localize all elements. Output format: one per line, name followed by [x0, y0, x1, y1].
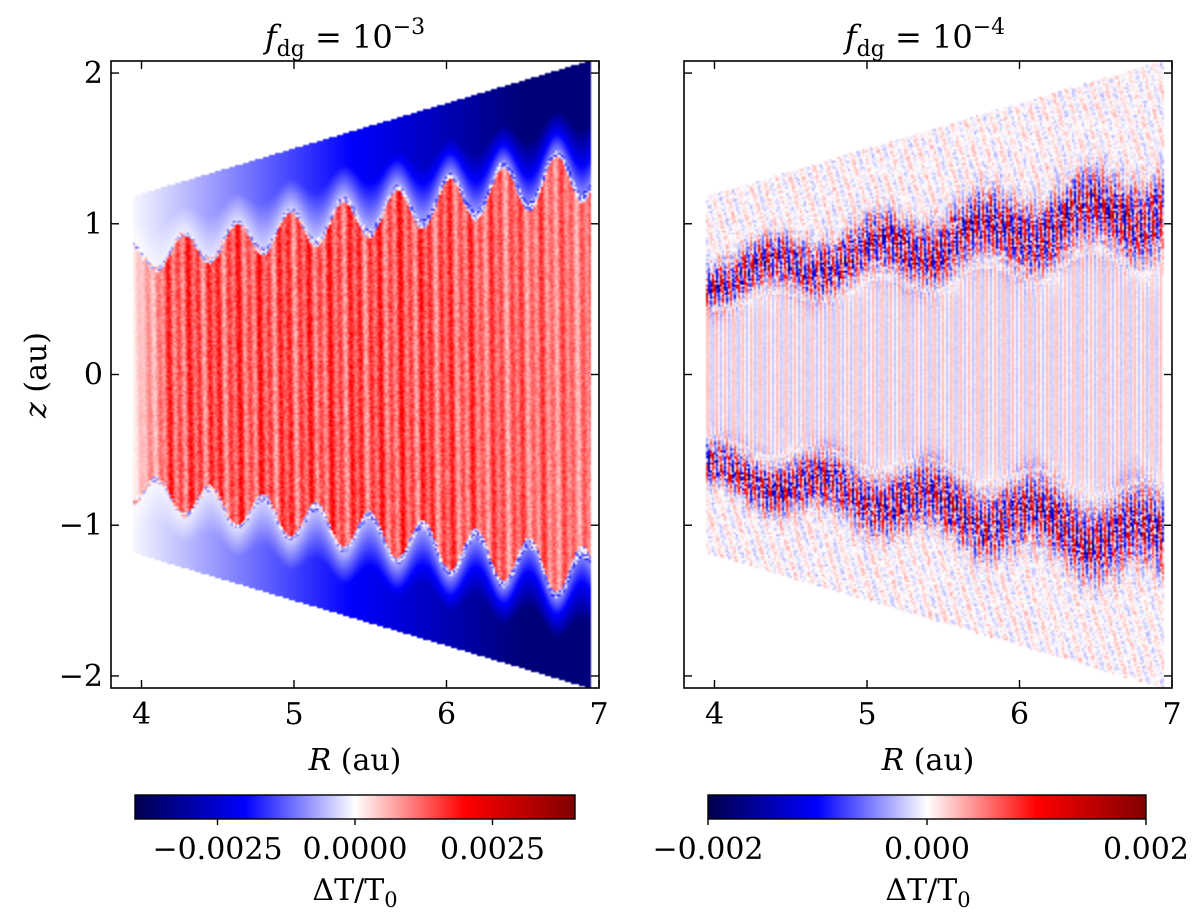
heatmap-image-right — [684, 61, 1172, 688]
y-tick-label: −1 — [59, 508, 103, 543]
y-tick-label: 2 — [84, 56, 103, 91]
x-tick-label: 6 — [1010, 697, 1029, 732]
colorbar-right-gradient — [707, 794, 1147, 820]
colorbar-tick-label: 0.002 — [1103, 832, 1189, 867]
panel-left-ylabel: z (au) — [19, 332, 54, 419]
colorbar-left-label: ΔT/T0 — [312, 873, 397, 912]
y-tick-label: −2 — [59, 659, 103, 694]
y-tick-label: 0 — [84, 358, 103, 393]
colorbar-tick-label: 0.0025 — [440, 832, 545, 867]
panel-left: 4 5 6 7 −2 −1 0 1 2 fdg = 10−3 R (au) z (au) — [19, 15, 609, 778]
x-tick-label: 5 — [284, 697, 303, 732]
colorbar-left-gradient — [134, 794, 576, 820]
x-tick-label: 6 — [437, 697, 456, 732]
colorbar-left-ticks: −0.0025 0.0000 0.0025 — [152, 819, 545, 867]
panel-right-plot-area — [684, 61, 1172, 688]
y-tick-label: 1 — [84, 207, 103, 242]
colorbar-tick-label: −0.0025 — [152, 832, 282, 867]
colorbar-right: −0.002 0.000 0.002 ΔT/T0 — [652, 794, 1189, 912]
panel-left-plot-area — [111, 61, 599, 688]
colorbar-right-ticks: −0.002 0.000 0.002 — [652, 819, 1189, 867]
panel-right-ticks: 4 5 6 7 — [684, 61, 1182, 732]
colorbar-left: −0.0025 0.0000 0.0025 ΔT/T0 — [134, 794, 576, 912]
panel-left-title: fdg = 10−3 — [263, 15, 425, 62]
colorbar-tick-label: 0.0000 — [303, 832, 408, 867]
panel-right-xlabel: R (au) — [881, 743, 975, 778]
panel-left-ticks: 4 5 6 7 −2 −1 0 1 2 — [59, 56, 609, 732]
colorbar-tick-label: −0.002 — [652, 832, 763, 867]
x-tick-label: 4 — [705, 697, 724, 732]
x-tick-label: 5 — [857, 697, 876, 732]
x-tick-label: 7 — [589, 697, 608, 732]
colorbar-right-label: ΔT/T0 — [885, 873, 970, 912]
x-tick-label: 4 — [132, 697, 151, 732]
x-tick-label: 7 — [1162, 697, 1181, 732]
panel-left-xlabel: R (au) — [308, 743, 402, 778]
colorbar-tick-label: 0.000 — [884, 832, 970, 867]
panel-right: 4 5 6 7 fdg = 10−4 R (au) — [683, 15, 1182, 778]
heatmap-image-left — [111, 61, 599, 688]
panel-right-title: fdg = 10−4 — [843, 15, 1005, 62]
